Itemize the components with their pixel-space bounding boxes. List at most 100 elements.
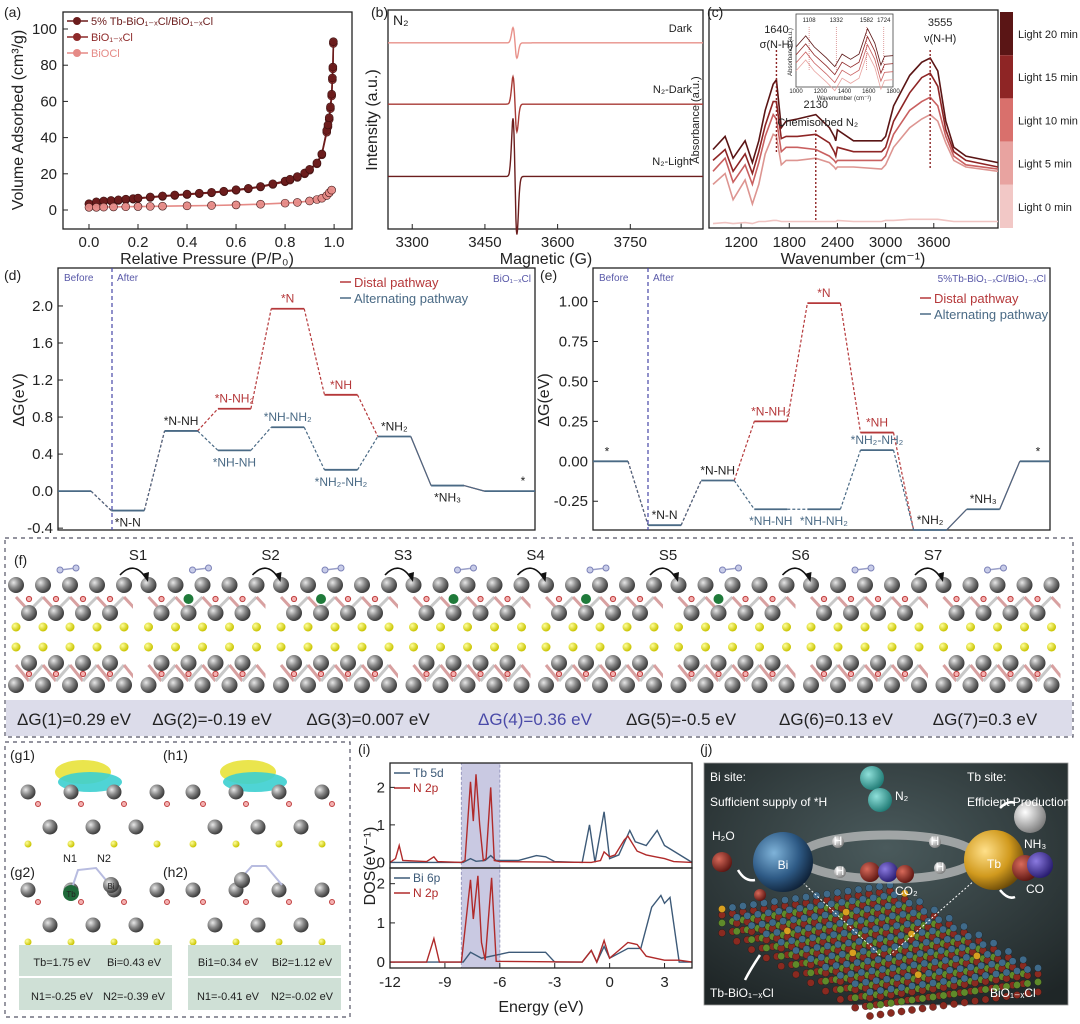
y-tick-label: 100 (32, 21, 57, 38)
connector-alternating (892, 449, 915, 531)
lattice-atom (907, 930, 916, 938)
nh3-molecule (1014, 801, 1046, 833)
plot-frame (708, 9, 999, 229)
data-point (84, 202, 94, 212)
lattice-atom (928, 927, 937, 935)
y-tick-label: 0.4 (32, 446, 53, 463)
lattice-atom (838, 898, 846, 907)
data-point (327, 89, 336, 99)
lattice-atom (939, 977, 948, 986)
y-axis-title: Absorbance (a.u.) (690, 76, 702, 163)
lattice-atom (973, 952, 981, 960)
lattice-atom (733, 927, 741, 936)
delta-g-label: ΔG(4)=0.36 eV (478, 710, 593, 729)
lattice-atom (800, 914, 808, 922)
cl-atom (275, 840, 283, 848)
data-point (293, 198, 302, 207)
lattice-atom (836, 985, 845, 994)
lattice-atom (971, 987, 979, 995)
lattice-atom (924, 969, 933, 977)
inset-x-title: Wavenumber (cm⁻¹) (817, 96, 871, 102)
bi-atom (271, 784, 287, 800)
lattice-atom (871, 924, 880, 933)
panel-d-energy-bio: (d) ΔG(eV) -0.4 0.0 0.4 0.8 1.2 1.6 2.0 *N-N *N-… (4, 267, 536, 537)
data-point (133, 202, 143, 211)
lattice-atom (796, 904, 804, 913)
lattice-atom (878, 965, 887, 974)
catalyst-lattice (718, 881, 1042, 1020)
connector-distal (356, 394, 379, 437)
bi-atom (106, 784, 122, 800)
lattice-atom (758, 920, 766, 928)
lattice-atom (1002, 982, 1011, 991)
lattice-atom (909, 909, 918, 917)
lattice-atom (798, 935, 806, 943)
connector-alternating (627, 461, 649, 526)
lattice-atom (918, 994, 927, 1003)
reaction-arrow (999, 889, 1016, 899)
h-charge-bi1: Bi1=0.34 eV (198, 957, 259, 969)
lattice-atom (849, 949, 857, 957)
lattice-atom (1013, 991, 1021, 999)
lattice-atom (992, 984, 1000, 992)
state-label: *N (817, 286, 830, 300)
g-charge-box-row1 (19, 945, 172, 976)
state-label: *NH-NH₂ (264, 410, 312, 424)
state-label: *NH₂-NH₂ (315, 475, 368, 489)
lattice-atom (884, 902, 892, 910)
bi-atom (63, 784, 79, 800)
inset-plot: Wavenumber (cm⁻¹) Absorbance (a.u.) 1000… (788, 13, 900, 102)
lattice-atom (975, 931, 983, 939)
state-label: *NH₃ (970, 492, 997, 506)
delta-g-label: ΔG(3)=0.007 eV (306, 710, 430, 729)
co2-label: CO₂ (895, 884, 918, 898)
x-tick-label: -9 (438, 974, 451, 991)
lattice-atom (762, 954, 771, 962)
lattice-atom (945, 914, 953, 922)
lattice-atom (770, 897, 779, 906)
lattice-atom (929, 1003, 937, 1011)
x-tick-label: -6 (493, 974, 506, 991)
lattice-atom (791, 894, 800, 903)
o-atom (860, 862, 880, 882)
lattice-atom (815, 922, 823, 931)
data-point (256, 182, 265, 191)
lattice-atom (894, 900, 903, 909)
data-point (121, 194, 131, 204)
tb-bioc-label: Tb-BiO₁₋ₓCl (710, 986, 774, 1000)
plot-frame (592, 267, 1051, 531)
lattice-atom (939, 991, 948, 1000)
panel-label-i: (i) (358, 741, 370, 757)
spectrum-4 (712, 218, 998, 225)
lattice-atom (1002, 992, 1011, 1001)
bi-atom (20, 784, 36, 800)
catalyst-structure (8, 575, 133, 695)
bi-atom (234, 872, 250, 888)
legend-marker (73, 33, 81, 41)
legend-label: BiO₁₋ₓCl (91, 32, 133, 44)
colorbar-segment (1000, 184, 1013, 228)
n-atom (735, 564, 742, 572)
legend-label: Bi 6p (413, 871, 441, 885)
lattice-atom (886, 933, 895, 941)
lattice-atom (910, 961, 918, 969)
connector-alternating (839, 449, 862, 510)
data-point (305, 164, 314, 174)
state-label: *N-NH₂ (751, 404, 791, 418)
lattice-atom (962, 953, 971, 962)
legend-label: Tb 5d (413, 766, 444, 780)
before-label: Before (599, 273, 629, 284)
state-label: *NH (866, 416, 888, 430)
o-atom (78, 899, 84, 905)
bi-atom (20, 882, 36, 898)
state-label: *N (281, 292, 294, 306)
o-atom (243, 899, 249, 905)
lattice-atom (865, 884, 873, 892)
step-arrow (516, 567, 545, 579)
epr-trace-1 (388, 74, 703, 135)
connector-alternating (197, 430, 219, 451)
lattice-atom (869, 894, 878, 902)
lattice-atom (832, 961, 840, 970)
bi-atom (314, 882, 330, 898)
lattice-atom (950, 990, 958, 998)
